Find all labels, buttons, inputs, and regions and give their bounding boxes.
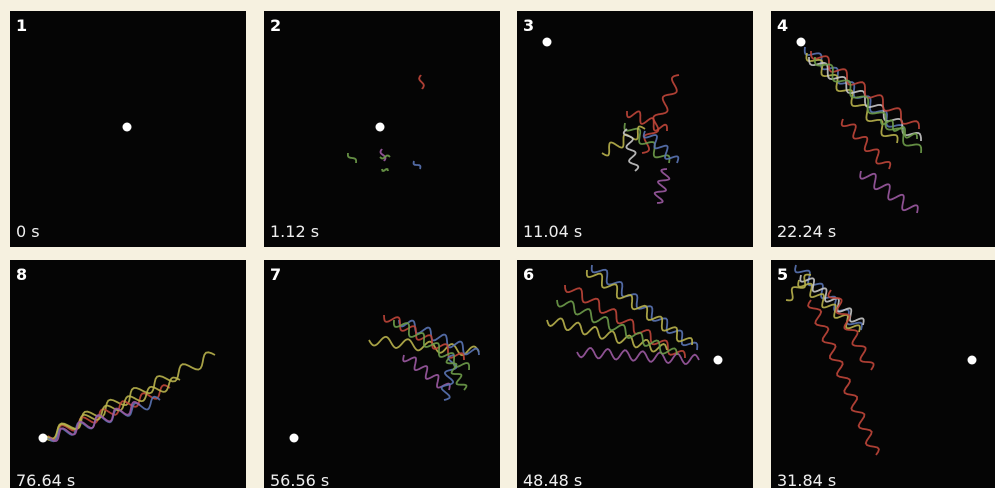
bead [123, 123, 132, 132]
panel-number: 2 [270, 16, 281, 35]
panel-time: 1.12 s [270, 222, 319, 241]
bead [968, 356, 977, 365]
panel: 3 11.04 s [517, 11, 753, 247]
panel: 5 31.84 s [771, 260, 995, 488]
panel-content [264, 11, 500, 247]
panel: 7 56.56 s [264, 260, 500, 488]
trajectory [382, 169, 388, 171]
panel-background [771, 11, 995, 247]
panel-number: 3 [523, 16, 534, 35]
panel: 1 0 s [10, 11, 246, 247]
panel-number: 7 [270, 265, 281, 284]
panel-time: 22.24 s [777, 222, 836, 241]
bead [39, 434, 48, 443]
panel-content [10, 11, 246, 247]
panel-time: 11.04 s [523, 222, 582, 241]
panel-time: 0 s [16, 222, 40, 241]
bead [714, 356, 723, 365]
panel-background [264, 260, 500, 488]
panel-number: 4 [777, 16, 788, 35]
bead [543, 38, 552, 47]
panel-content [517, 11, 753, 247]
page: 1 0 s 2 1.12 s 3 11.04 s 4 22.24 s 8 76.64 s 7 56.5… [0, 0, 995, 488]
panel-time: 76.64 s [16, 471, 75, 488]
panel: 8 76.64 s [10, 260, 246, 488]
panel-number: 5 [777, 265, 788, 284]
panel-time: 31.84 s [777, 471, 836, 488]
panel: 4 22.24 s [771, 11, 995, 247]
bead [376, 123, 385, 132]
bead [290, 434, 299, 443]
panel-time: 48.48 s [523, 471, 582, 488]
panel-content [771, 11, 995, 247]
panel-number: 1 [16, 16, 27, 35]
bead [797, 38, 806, 47]
panel: 2 1.12 s [264, 11, 500, 247]
panel-time: 56.56 s [270, 471, 329, 488]
panel-content [517, 260, 753, 488]
panel: 6 48.48 s [517, 260, 753, 488]
panel-content [771, 260, 995, 488]
panel-number: 6 [523, 265, 534, 284]
panel-background [771, 260, 995, 488]
panel-content [10, 260, 246, 488]
figure: 1 0 s 2 1.12 s 3 11.04 s 4 22.24 s 8 76.64 s 7 56.5… [0, 0, 995, 488]
panel-content [264, 260, 500, 488]
panel-background [10, 260, 246, 488]
panel-number: 8 [16, 265, 27, 284]
